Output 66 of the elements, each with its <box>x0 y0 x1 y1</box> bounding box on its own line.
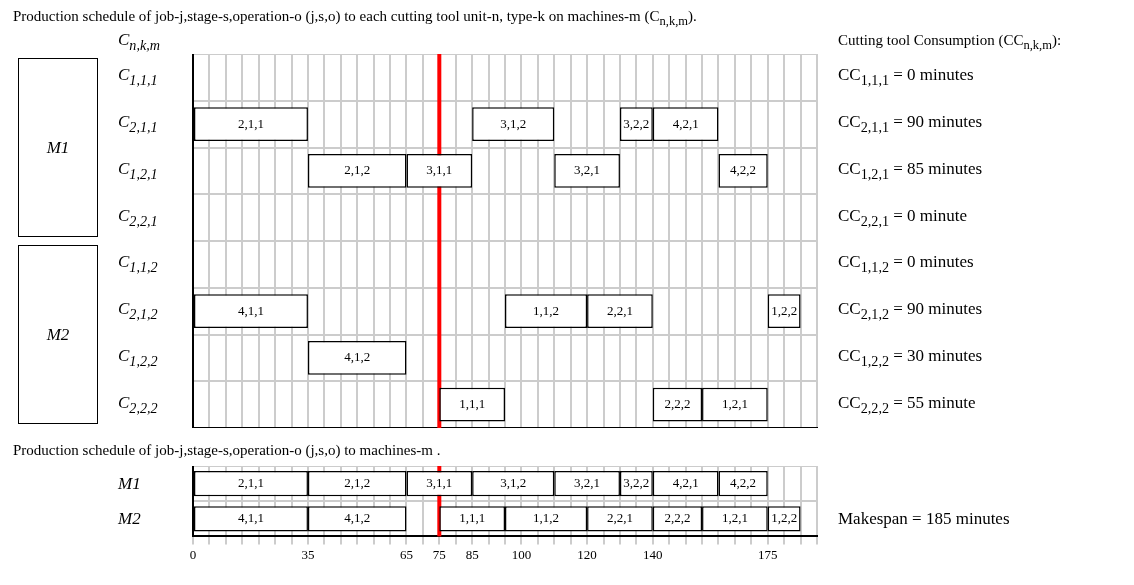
x-tick-label: 75 <box>432 546 446 562</box>
text: CC$_{1,1,2}$ = 0 minutes <box>838 252 974 277</box>
data-label: 1,2,2 <box>771 510 798 526</box>
data-label: 1,2,1 <box>721 396 748 412</box>
data-label: 3,2,2 <box>623 115 650 131</box>
data-label: 4,1,1 <box>237 302 264 318</box>
x-tick-label: 175 <box>757 546 778 562</box>
y-axis-title: C$_{n,k,m}$ <box>118 30 161 54</box>
data-label: 2,2,2 <box>664 396 691 412</box>
x-tick-label: 65 <box>399 546 413 562</box>
data-label: 2,2,2 <box>664 510 691 526</box>
data-label: 3,2,2 <box>623 475 650 491</box>
x-tick-label: 85 <box>465 546 479 562</box>
text: CC$_{2,1,1}$ = 90 minutes <box>838 112 983 136</box>
y-tick-label: C$_{1,1,2}$ <box>118 252 158 277</box>
data-label: 3,2,1 <box>574 475 601 491</box>
data-label: 3,1,1 <box>426 475 453 491</box>
data-label: 1,1,2 <box>533 302 560 318</box>
x-tick-label: 100 <box>511 546 532 562</box>
y-tick-label: M2 <box>118 508 141 529</box>
x-tick-label: 0 <box>189 546 197 562</box>
text: CC$_{1,2,1}$ = 85 minutes <box>838 159 983 183</box>
data-label: 4,1,2 <box>344 510 371 526</box>
text: CC$_{2,2,1}$ = 0 minute <box>838 205 968 230</box>
y-tick-label: M1 <box>118 473 141 494</box>
data-label: 2,1,1 <box>237 115 264 131</box>
data-label: 4,1,1 <box>237 510 264 526</box>
text: M2 <box>46 324 70 345</box>
y-tick-label: C$_{1,1,1}$ <box>118 65 158 90</box>
chart-title: Production schedule of job-j,stage-s,operation-o (j,s,o) to each cutting tool unit-n, type-k on machines-m (C$_{n,k,m}$). <box>13 8 697 29</box>
data-label: 4,2,2 <box>730 475 757 491</box>
data-label: 1,2,1 <box>721 510 748 526</box>
text: M1 <box>46 137 70 158</box>
data-label: 4,1,2 <box>344 349 371 365</box>
data-label: 2,1,1 <box>237 475 264 491</box>
y-tick-label: C$_{2,1,2}$ <box>118 299 158 323</box>
data-label: 1,1,1 <box>459 396 486 412</box>
y-tick-label: C$_{2,2,1}$ <box>118 205 158 230</box>
data-label: 3,1,2 <box>500 115 527 131</box>
text: CC$_{2,2,2}$ = 55 minute <box>838 392 976 417</box>
text: CC$_{2,1,2}$ = 90 minutes <box>838 299 983 323</box>
data-label: 4,2,1 <box>672 115 699 131</box>
data-label: 2,2,1 <box>606 302 633 318</box>
data-label: 2,1,2 <box>344 162 371 178</box>
y-tick-label: C$_{2,2,2}$ <box>118 392 158 417</box>
data-label: 1,2,2 <box>771 302 798 318</box>
text: CC$_{1,2,2}$ = 30 minutes <box>838 346 983 370</box>
data-label: 3,1,2 <box>500 475 527 491</box>
y-tick-label: C$_{1,2,2}$ <box>118 346 158 370</box>
x-tick-label: 120 <box>577 546 597 562</box>
data-label: 1,1,2 <box>533 510 560 526</box>
data-label: 4,2,2 <box>730 162 757 178</box>
text: Cutting tool Consumption (CC$_{n,k,m}$): <box>838 31 1062 53</box>
text: CC$_{1,1,1}$ = 0 minutes <box>838 65 974 90</box>
y-tick-label: C$_{2,1,1}$ <box>118 112 158 136</box>
chart-title: Production schedule of job-j,stage-s,operation-o (j,s,o) to machines-m . <box>13 442 441 459</box>
data-label: 2,1,2 <box>344 475 371 491</box>
data-label: 1,1,1 <box>459 510 486 526</box>
y-tick-label: C$_{1,2,1}$ <box>118 159 158 183</box>
x-tick-label: 35 <box>301 546 315 562</box>
data-label: 4,2,1 <box>672 475 699 491</box>
x-tick-label: 140 <box>643 546 663 562</box>
data-label: 3,2,1 <box>574 162 601 178</box>
data-label: 2,2,1 <box>606 510 633 526</box>
text: Makespan = 185 minutes <box>838 508 1010 529</box>
data-label: 3,1,1 <box>426 162 453 178</box>
